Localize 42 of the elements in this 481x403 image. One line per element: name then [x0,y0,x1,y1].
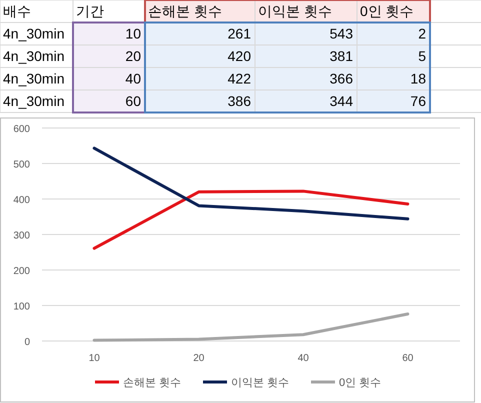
y-tick-label: 500 [13,160,30,170]
text: 344 [330,93,354,109]
text: 386 [228,93,252,109]
text: 이익본 횟수 [258,3,332,19]
x-tick-label: 40 [298,353,310,364]
line-series [92,190,410,250]
text: 4n_30min [3,48,64,64]
legend-label: 0인 횟수 [339,377,382,389]
text: 422 [228,70,252,86]
text: 4n_30min [3,70,64,86]
text: 76 [410,93,426,109]
x-tick-label: 20 [193,353,205,364]
text: 261 [228,26,252,42]
y-tick-label: 200 [13,266,30,277]
y-tick-label: 600 [13,124,30,135]
text: 기간 [76,3,104,19]
x-tick-label: 10 [88,353,100,364]
text: 543 [330,26,354,42]
text: 4n_30min [3,93,64,109]
text: 20 [125,48,142,64]
text: 0인 횟수 [360,3,414,19]
text: 손해본 횟수 [148,3,222,19]
legend-label: 손해본 횟수 [123,377,182,389]
legend-label: 이익본 횟수 [231,377,290,389]
text: 366 [330,70,354,86]
text: 60 [125,93,142,109]
text: 2 [418,26,426,42]
y-tick-label: 300 [13,230,30,242]
text: 4n_30min [3,26,64,42]
line-series [92,146,410,220]
x-tick-label: 60 [402,353,414,364]
y-tick-label: 400 [13,195,30,206]
text: 배수 [3,3,31,19]
text: 381 [330,48,354,64]
line-series [92,312,410,342]
text: 40 [125,70,142,86]
text: 420 [228,48,252,64]
text: 18 [410,70,426,86]
text: 10 [125,26,142,42]
y-tick-label: 0 [24,337,30,348]
y-tick-label: 100 [13,302,30,312]
text: 5 [418,48,426,64]
